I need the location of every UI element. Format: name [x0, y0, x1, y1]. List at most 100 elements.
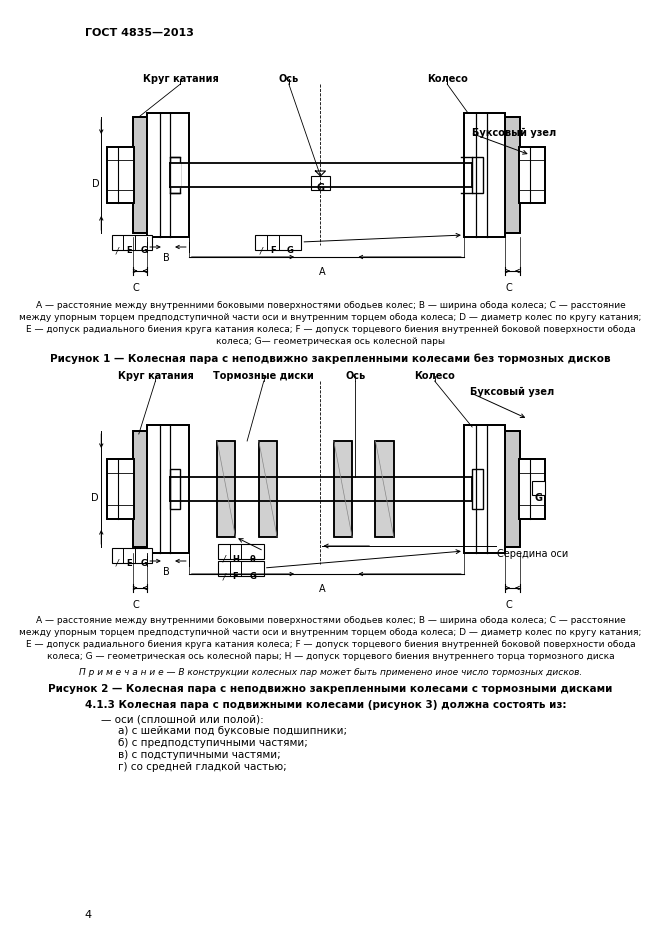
Text: H: H	[232, 555, 239, 564]
Text: а) с шейками под буксовые подшипники;: а) с шейками под буксовые подшипники;	[118, 726, 347, 736]
Text: E: E	[126, 246, 132, 255]
Text: /: /	[116, 559, 118, 568]
Bar	[532, 481, 545, 495]
Text: б) с предподступичными частями;: б) с предподступичными частями;	[118, 738, 308, 748]
Bar	[375, 441, 394, 537]
Text: E — допуск радиального биения круга катания колеса; F — допуск торцевого биения : E — допуск радиального биения круга ката…	[26, 325, 635, 334]
Bar	[133, 431, 147, 547]
Text: между упорным торцем предподступичной части оси и внутренним торцем обода колеса: между упорным торцем предподступичной ча…	[19, 628, 642, 637]
Text: B: B	[163, 253, 170, 263]
Text: Колесо: Колесо	[427, 74, 467, 84]
Bar	[375, 441, 394, 537]
Text: D: D	[92, 179, 99, 189]
Text: Колесо: Колесо	[414, 371, 455, 381]
Bar	[147, 425, 189, 553]
Bar	[311, 176, 330, 190]
Text: ГОСТ 4835—2013: ГОСТ 4835—2013	[85, 28, 194, 38]
Bar	[217, 441, 235, 537]
Bar	[472, 469, 483, 509]
Text: г) со средней гладкой частью;: г) со средней гладкой частью;	[118, 762, 287, 772]
Text: в) с подступичными частями;: в) с подступичными частями;	[118, 750, 281, 760]
Text: A: A	[319, 584, 325, 594]
Bar	[506, 117, 520, 233]
Bar	[464, 425, 506, 553]
Bar	[107, 147, 134, 203]
Text: F: F	[270, 246, 276, 255]
Text: Рисунок 1 — Колесная пара с неподвижно закрепленными колесами без тормозных диск: Рисунок 1 — Колесная пара с неподвижно з…	[50, 353, 611, 364]
Text: /: /	[260, 246, 262, 255]
Bar	[334, 441, 352, 537]
Bar	[133, 117, 147, 233]
Text: Круг катания: Круг катания	[143, 74, 218, 84]
Text: G: G	[249, 572, 256, 581]
Bar	[217, 441, 235, 537]
Text: G: G	[287, 246, 294, 255]
Text: F: F	[233, 572, 238, 581]
Text: Круг катания: Круг катания	[118, 371, 193, 381]
Bar	[170, 469, 180, 509]
Text: Ось: Ось	[345, 371, 366, 381]
Bar	[506, 431, 520, 547]
Bar	[112, 548, 152, 563]
Bar	[519, 459, 545, 519]
Bar	[519, 459, 545, 519]
Text: Тормозные диски: Тормозные диски	[214, 371, 314, 381]
Text: C: C	[506, 600, 512, 610]
Text: C: C	[506, 283, 512, 293]
Bar	[259, 441, 277, 537]
Text: Середина оси: Середина оси	[497, 549, 568, 559]
Text: G: G	[535, 493, 543, 503]
Bar	[112, 235, 152, 250]
Bar	[133, 431, 147, 547]
Polygon shape	[170, 163, 180, 187]
Bar	[218, 544, 264, 559]
Text: A — расстояние между внутренними боковыми поверхностями ободьев колес; B — ширин: A — расстояние между внутренними боковым…	[36, 301, 625, 310]
Text: A: A	[319, 267, 325, 277]
Text: Рисунок 2 — Колесная пара с неподвижно закрепленными колесами с тормозными диска: Рисунок 2 — Колесная пара с неподвижно з…	[48, 684, 613, 694]
Bar	[334, 441, 352, 537]
Text: G: G	[317, 183, 325, 193]
Text: E — допуск радиального биения круга катания колеса; F — допуск торцевого биения : E — допуск радиального биения круга ката…	[26, 640, 635, 649]
Text: A — расстояние между внутренними боковыми поверхностями ободьев колес; B — ширин: A — расстояние между внутренними боковым…	[36, 616, 625, 625]
Text: колеса; G — геометрическая ось колесной пары; H — допуск торцевого биения внутре: колеса; G — геометрическая ось колесной …	[47, 652, 614, 661]
Bar	[519, 147, 545, 203]
Text: G: G	[140, 559, 147, 568]
Text: Буксовый узел: Буксовый узел	[472, 128, 557, 138]
Bar	[147, 425, 189, 553]
Text: C: C	[133, 600, 139, 610]
Text: B: B	[163, 567, 170, 577]
Text: θ: θ	[250, 555, 256, 564]
Bar	[170, 157, 180, 193]
Bar	[107, 459, 134, 519]
Bar	[464, 113, 506, 237]
Text: Ось: Ось	[279, 74, 299, 84]
Bar	[519, 147, 545, 203]
Bar	[472, 157, 483, 193]
Bar	[107, 459, 134, 519]
Bar	[464, 425, 506, 553]
Text: /: /	[116, 246, 118, 255]
Text: D: D	[91, 493, 98, 503]
Text: C: C	[133, 283, 139, 293]
Bar	[255, 235, 301, 250]
Bar	[259, 441, 277, 537]
Text: Буксовый узел: Буксовый узел	[471, 387, 555, 397]
Bar	[506, 431, 520, 547]
Text: /: /	[222, 572, 225, 581]
Bar	[464, 113, 506, 237]
Bar	[147, 113, 189, 237]
Text: между упорным торцем предподступичной части оси и внутренним торцем обода колеса: между упорным торцем предподступичной ча…	[19, 313, 642, 322]
Bar	[147, 113, 189, 237]
Bar	[133, 117, 147, 233]
Text: G: G	[140, 246, 147, 255]
Bar	[218, 561, 264, 576]
Text: П р и м е ч а н и е — В конструкции колесных пар может быть применено иное число: П р и м е ч а н и е — В конструкции коле…	[79, 668, 582, 677]
Text: E: E	[126, 559, 132, 568]
Text: 4.1.3 Колесная пара с подвижными колесами (рисунок 3) должна состоять из:: 4.1.3 Колесная пара с подвижными колесам…	[85, 700, 566, 710]
Text: — оси (сплошной или полой):: — оси (сплошной или полой):	[101, 714, 264, 724]
Text: колеса; G— геометрическая ось колесной пары: колеса; G— геометрическая ось колесной п…	[216, 337, 445, 346]
Text: 4: 4	[85, 910, 92, 920]
Bar	[107, 147, 134, 203]
Bar	[506, 117, 520, 233]
Text: /: /	[222, 555, 225, 564]
